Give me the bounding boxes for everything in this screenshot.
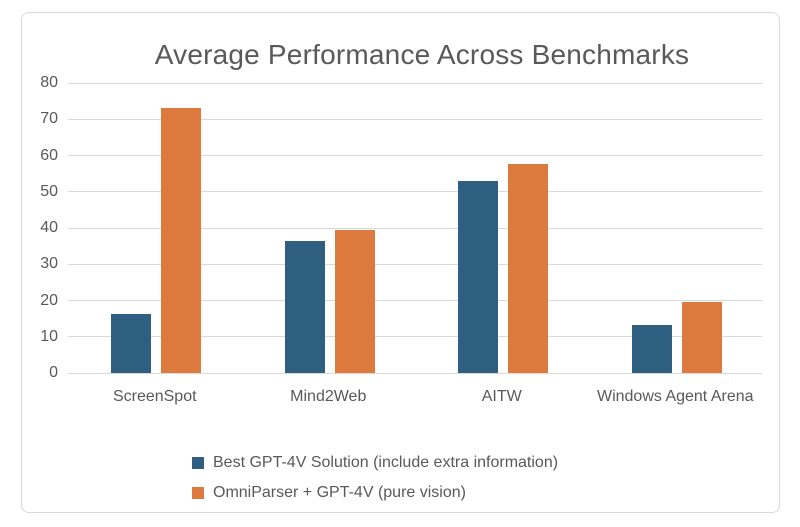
x-axis-category-label: Windows Agent Arena xyxy=(596,388,754,405)
x-axis-category-label: ScreenSpot xyxy=(112,388,197,405)
chart-frame: Average Performance Across Benchmarks xyxy=(21,12,780,513)
x-axis-category-label: Mind2Web xyxy=(290,388,367,405)
bar-series2-cat4 xyxy=(681,302,722,373)
y-axis-tick-label: 80 xyxy=(40,74,58,91)
legend-item: Best GPT-4V Solution (include extra info… xyxy=(192,451,558,475)
y-axis-tick-label: 0 xyxy=(49,364,58,381)
y-axis-tick-label: 60 xyxy=(40,146,58,164)
y-axis-tick-label: 10 xyxy=(40,327,58,345)
gridline xyxy=(68,118,762,120)
gridline xyxy=(68,155,762,156)
gridline xyxy=(68,300,762,301)
legend-label: Best GPT-4V Solution (include extra info… xyxy=(213,454,559,471)
legend-swatch xyxy=(192,457,204,469)
legend-label: OmniParser + GPT-4V (pure vision) xyxy=(213,484,466,501)
bar-series1-cat1 xyxy=(111,314,151,373)
bar-series2-cat1 xyxy=(161,108,201,373)
x-axis-category-label: AITW xyxy=(481,388,522,405)
bar-series1-cat2 xyxy=(284,241,325,373)
legend-swatch xyxy=(192,487,204,499)
y-axis-tick-label: 50 xyxy=(40,182,58,200)
bar-series2-cat2 xyxy=(334,230,375,373)
gridline xyxy=(68,191,762,193)
gridline xyxy=(68,227,762,229)
chart-title: Average Performance Across Benchmarks xyxy=(154,39,690,70)
y-axis-tick-label: 70 xyxy=(40,110,58,128)
gridline xyxy=(68,336,762,338)
bar-series2-cat3 xyxy=(508,163,548,373)
gridline xyxy=(68,372,762,374)
bar-series1-cat3 xyxy=(458,180,498,373)
gridline xyxy=(68,263,762,265)
gridline xyxy=(68,82,762,84)
y-axis-tick-label: 30 xyxy=(40,255,58,273)
y-axis-tick-label: 40 xyxy=(40,219,58,236)
y-axis-tick-label: 20 xyxy=(40,291,58,309)
bar-series1-cat4 xyxy=(631,324,672,373)
legend-item: OmniParser + GPT-4V (pure vision) xyxy=(192,481,466,505)
